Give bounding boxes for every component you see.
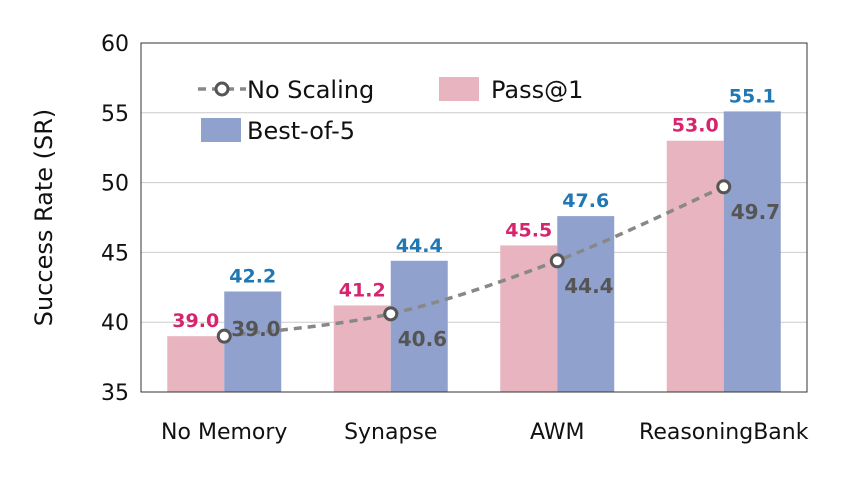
x-ticks: No Memory Synapse AWM ReasoningBank bbox=[161, 420, 809, 445]
no-scaling-value-label: 49.7 bbox=[731, 200, 780, 224]
no-scaling-point bbox=[549, 253, 565, 269]
no-scaling-line-group bbox=[216, 179, 732, 344]
best-of-5-value-label: 55.1 bbox=[729, 85, 776, 107]
plot-frame bbox=[140, 42, 808, 393]
no-scaling-point bbox=[216, 328, 232, 344]
best-of-5-bar bbox=[224, 291, 282, 392]
x-tick-label: Synapse bbox=[344, 420, 437, 445]
best-of-5-value-label: 47.6 bbox=[562, 190, 609, 212]
legend-no-scaling-marker bbox=[214, 81, 230, 97]
best-of-5-value-label: 44.4 bbox=[396, 235, 443, 257]
x-tick-label: ReasoningBank bbox=[639, 420, 809, 445]
pass-at-1-bar bbox=[167, 336, 225, 392]
best-of-5-bar bbox=[723, 111, 781, 393]
y-tick-label: 35 bbox=[101, 381, 129, 406]
y-tick-label: 50 bbox=[101, 172, 129, 197]
no-scaling-value-label: 39.0 bbox=[231, 317, 280, 341]
y-ticks: 35 40 45 50 55 60 bbox=[101, 32, 129, 406]
pass-at-1-value-label: 39.0 bbox=[172, 310, 219, 332]
y-tick-label: 45 bbox=[101, 241, 129, 266]
y-tick-label: 40 bbox=[101, 311, 129, 336]
no-scaling-value-label: 40.6 bbox=[398, 327, 447, 351]
legend-best-of-5-swatch bbox=[201, 118, 241, 142]
legend-no-scaling-label: No Scaling bbox=[247, 76, 374, 104]
pass-at-1-bar bbox=[666, 140, 724, 392]
legend: No Scaling Pass@1 Best-of-5 bbox=[198, 76, 583, 145]
y-axis-label: Success Rate (SR) bbox=[30, 109, 58, 327]
bars bbox=[167, 111, 781, 393]
no-scaling-point bbox=[716, 179, 732, 195]
pass-at-1-bar bbox=[500, 245, 558, 392]
pass-at-1-value-label: 41.2 bbox=[339, 279, 386, 301]
y-tick-label: 55 bbox=[101, 102, 129, 127]
no-scaling-line bbox=[224, 185, 725, 338]
best-of-5-value-label: 42.2 bbox=[229, 265, 276, 287]
best-of-5-bar bbox=[557, 216, 615, 392]
y-tick-label: 60 bbox=[101, 32, 129, 57]
legend-pass-at-1-swatch bbox=[439, 77, 479, 101]
pass-at-1-value-label: 53.0 bbox=[672, 115, 719, 137]
no-scaling-value-label: 44.4 bbox=[564, 274, 613, 298]
x-tick-label: AWM bbox=[530, 420, 585, 445]
data-labels: 39.0 41.2 45.5 53.0 42.2 44.4 47.6 55.1 39.0 40.6… bbox=[172, 85, 780, 350]
best-of-5-bar bbox=[390, 260, 448, 392]
x-tick-label: No Memory bbox=[161, 420, 287, 445]
no-scaling-point bbox=[383, 306, 399, 322]
pass-at-1-bar bbox=[333, 305, 391, 392]
legend-best-of-5-label: Best-of-5 bbox=[247, 117, 355, 145]
legend-pass-at-1-label: Pass@1 bbox=[491, 76, 583, 104]
pass-at-1-value-label: 45.5 bbox=[505, 219, 552, 241]
